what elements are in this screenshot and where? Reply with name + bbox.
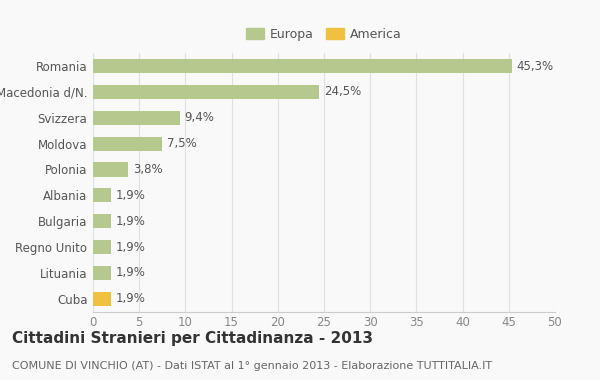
Text: 45,3%: 45,3%	[516, 60, 553, 73]
Text: 1,9%: 1,9%	[115, 189, 145, 202]
Bar	[93, 162, 128, 177]
Text: 1,9%: 1,9%	[115, 215, 145, 228]
Text: 9,4%: 9,4%	[184, 111, 214, 124]
Text: 7,5%: 7,5%	[167, 137, 197, 150]
Bar	[93, 240, 110, 254]
Bar	[93, 85, 319, 99]
Bar	[93, 266, 110, 280]
Bar	[93, 188, 110, 203]
Bar	[93, 214, 110, 228]
Text: 24,5%: 24,5%	[324, 86, 361, 98]
Text: COMUNE DI VINCHIO (AT) - Dati ISTAT al 1° gennaio 2013 - Elaborazione TUTTITALIA: COMUNE DI VINCHIO (AT) - Dati ISTAT al 1…	[12, 361, 492, 371]
Bar	[93, 59, 512, 73]
Text: 1,9%: 1,9%	[115, 292, 145, 305]
Legend: Europa, America: Europa, America	[242, 24, 406, 44]
Text: 3,8%: 3,8%	[133, 163, 163, 176]
Text: 1,9%: 1,9%	[115, 266, 145, 279]
Bar	[93, 111, 180, 125]
Text: 1,9%: 1,9%	[115, 241, 145, 253]
Bar	[93, 136, 162, 151]
Text: Cittadini Stranieri per Cittadinanza - 2013: Cittadini Stranieri per Cittadinanza - 2…	[12, 331, 373, 345]
Bar	[93, 291, 110, 306]
